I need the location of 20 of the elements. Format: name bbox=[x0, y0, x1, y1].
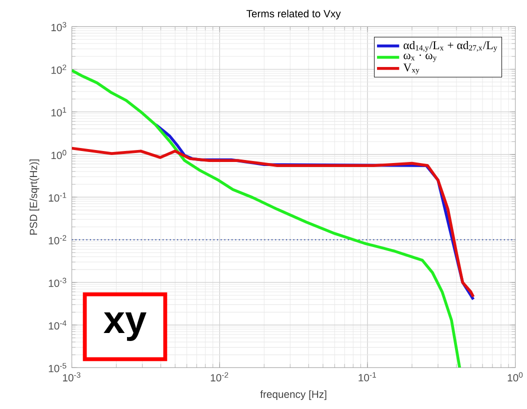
legend-label: ω$_{x}$ · ω$_{y}$ bbox=[404, 54, 437, 62]
y-tick-label: 10$^{-4}$ bbox=[48, 320, 66, 330]
chart-title: Terms related to Vxy bbox=[246, 10, 341, 20]
x-tick-label: 10$^{-1}$ bbox=[358, 372, 376, 382]
legend-label: αd$_{14,y}$/L$_{x}$ + αd$_{27,x}$/L$_{y}$ bbox=[404, 41, 498, 52]
y-tick-label: 10$^{-1}$ bbox=[48, 192, 66, 202]
x-axis-title: frequency [Hz] bbox=[260, 390, 326, 400]
y-tick-label: 10$^{1}$ bbox=[51, 108, 66, 117]
annotation: xy bbox=[104, 312, 146, 342]
x-tick-label: 10$^{-3}$ bbox=[63, 372, 80, 382]
y-tick-label: 10$^{-2}$ bbox=[48, 235, 66, 245]
x-tick-label: 10$^{0}$ bbox=[508, 372, 523, 382]
y-tick-label: 10$^{3}$ bbox=[51, 22, 66, 32]
legend-label: V$_{xy}$ bbox=[403, 64, 420, 74]
y-tick-label: 10$^{-5}$ bbox=[48, 363, 66, 372]
y-tick-label: 10$^{-3}$ bbox=[48, 278, 66, 288]
y-tick-label: 10$^{2}$ bbox=[51, 64, 66, 74]
y-tick-label: 10$^{0}$ bbox=[51, 150, 66, 160]
x-tick-label: 10$^{-2}$ bbox=[210, 372, 228, 382]
y-axis-title: PSD [E/sqrt(Hz)] bbox=[30, 160, 40, 235]
